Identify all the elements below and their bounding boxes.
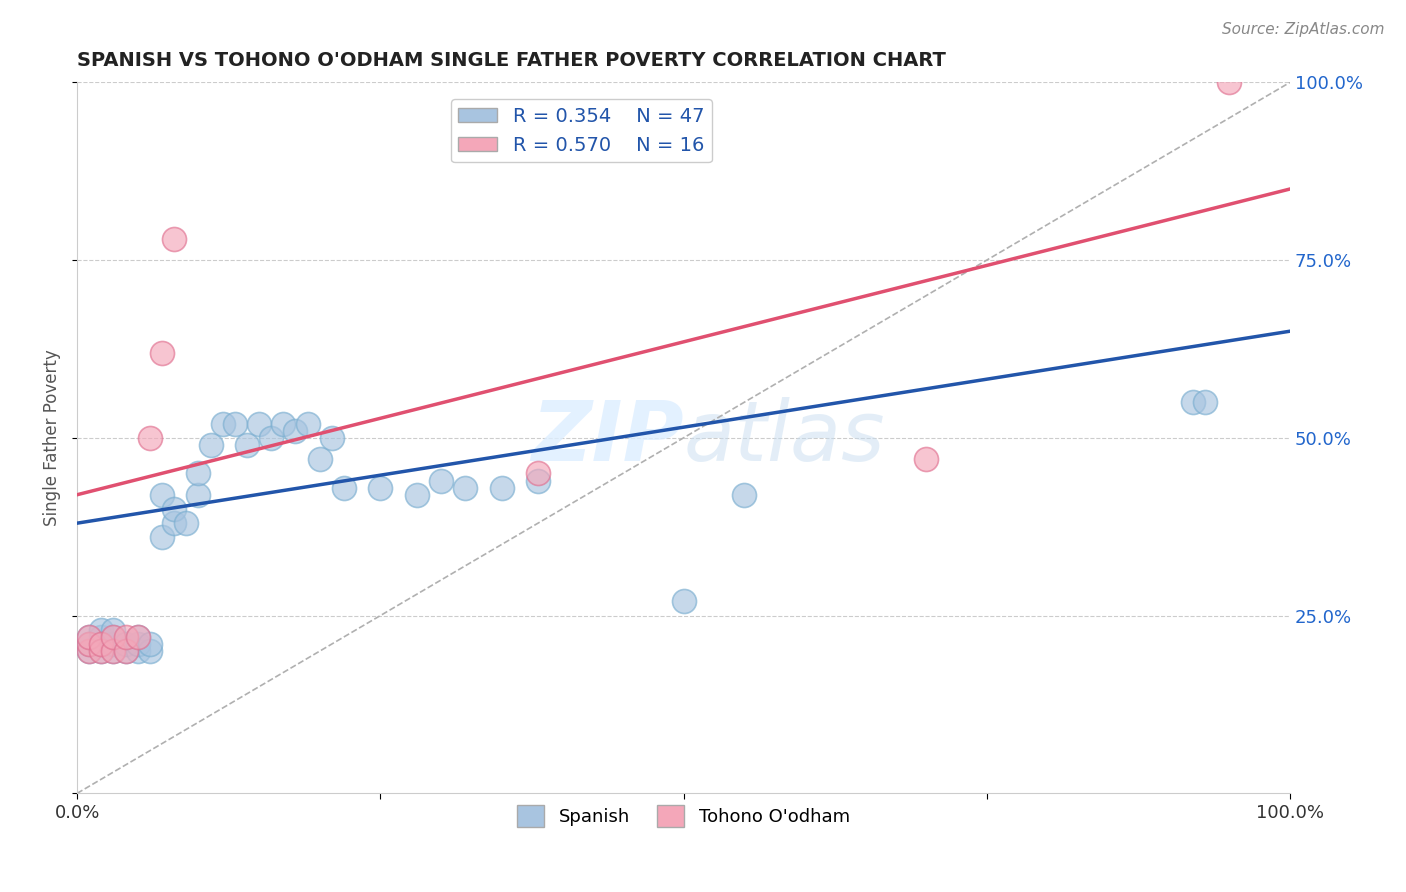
Point — [77, 637, 100, 651]
Point — [77, 630, 100, 644]
Point — [187, 488, 209, 502]
Point — [114, 630, 136, 644]
Point — [114, 637, 136, 651]
Point — [103, 644, 125, 658]
Point — [672, 594, 695, 608]
Point — [90, 623, 112, 637]
Point — [915, 452, 938, 467]
Point — [150, 530, 173, 544]
Point — [308, 452, 330, 467]
Text: Source: ZipAtlas.com: Source: ZipAtlas.com — [1222, 22, 1385, 37]
Point — [90, 644, 112, 658]
Point — [430, 474, 453, 488]
Point — [247, 417, 270, 431]
Point — [211, 417, 233, 431]
Point — [77, 644, 100, 658]
Point — [174, 516, 197, 531]
Point — [90, 637, 112, 651]
Point — [127, 630, 149, 644]
Point — [103, 630, 125, 644]
Text: atlas: atlas — [683, 397, 886, 478]
Legend: Spanish, Tohono O'odham: Spanish, Tohono O'odham — [510, 797, 858, 834]
Point — [163, 502, 186, 516]
Point — [139, 644, 162, 658]
Point — [405, 488, 427, 502]
Point — [284, 424, 307, 438]
Point — [527, 474, 550, 488]
Point — [90, 630, 112, 644]
Point — [103, 623, 125, 637]
Point — [150, 345, 173, 359]
Point — [127, 637, 149, 651]
Y-axis label: Single Father Poverty: Single Father Poverty — [44, 350, 60, 526]
Point — [90, 637, 112, 651]
Point — [163, 516, 186, 531]
Point — [77, 637, 100, 651]
Point — [127, 630, 149, 644]
Point — [103, 637, 125, 651]
Point — [1194, 395, 1216, 409]
Point — [90, 644, 112, 658]
Point — [321, 431, 343, 445]
Point — [114, 644, 136, 658]
Point — [260, 431, 283, 445]
Point — [150, 488, 173, 502]
Text: SPANISH VS TOHONO O'ODHAM SINGLE FATHER POVERTY CORRELATION CHART: SPANISH VS TOHONO O'ODHAM SINGLE FATHER … — [77, 51, 946, 70]
Point — [733, 488, 755, 502]
Point — [454, 481, 477, 495]
Point — [1218, 75, 1240, 89]
Point — [491, 481, 513, 495]
Point — [114, 644, 136, 658]
Point — [370, 481, 392, 495]
Point — [236, 438, 259, 452]
Point — [1181, 395, 1204, 409]
Point — [527, 467, 550, 481]
Point — [271, 417, 294, 431]
Point — [103, 644, 125, 658]
Point — [127, 644, 149, 658]
Point — [200, 438, 222, 452]
Point — [333, 481, 356, 495]
Point — [297, 417, 319, 431]
Point — [187, 467, 209, 481]
Point — [224, 417, 246, 431]
Point — [163, 232, 186, 246]
Text: ZIP: ZIP — [531, 397, 683, 478]
Point — [139, 431, 162, 445]
Point — [139, 637, 162, 651]
Point — [77, 630, 100, 644]
Point — [103, 630, 125, 644]
Point — [77, 644, 100, 658]
